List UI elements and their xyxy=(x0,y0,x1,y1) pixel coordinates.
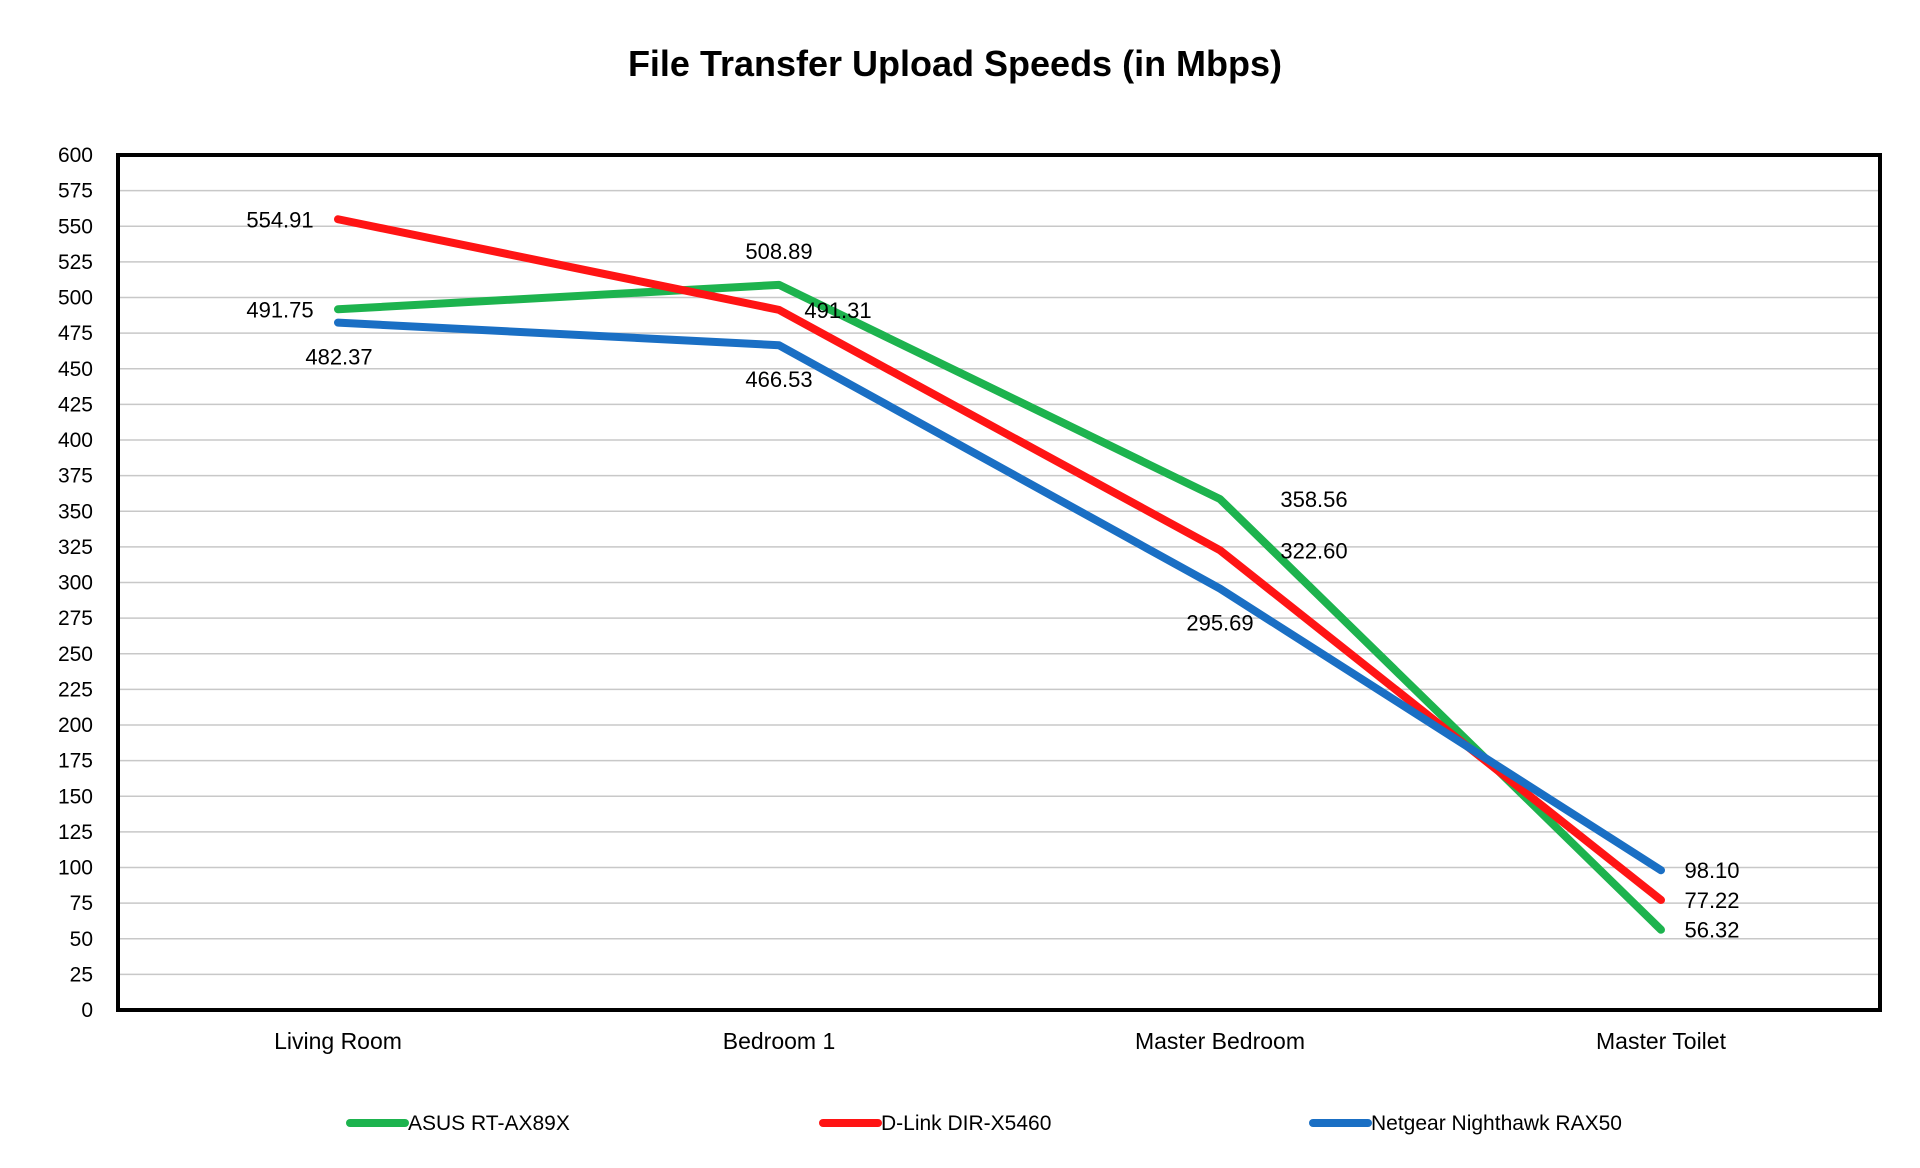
y-tick-label: 500 xyxy=(58,287,93,310)
y-tick-label: 475 xyxy=(58,322,93,345)
y-tick-label: 375 xyxy=(58,465,93,488)
y-tick-label: 550 xyxy=(58,215,93,238)
data-labels: 491.75 508.89 358.56 56.32 554.91 491.31 322.6… xyxy=(246,207,1739,942)
y-tick-label: 0 xyxy=(81,999,93,1022)
y-tick-label: 400 xyxy=(58,429,93,452)
y-tick-label: 325 xyxy=(58,536,93,559)
y-tick-label: 600 xyxy=(58,144,93,167)
y-tick-label: 50 xyxy=(70,928,93,951)
y-tick-label: 300 xyxy=(58,572,93,595)
y-tick-label: 425 xyxy=(58,393,93,416)
y-tick-label: 250 xyxy=(58,643,93,666)
x-category-label: Master Bedroom xyxy=(1135,1028,1305,1054)
x-category-label: Master Toilet xyxy=(1596,1028,1727,1054)
legend-label: Netgear Nighthawk RAX50 xyxy=(1371,1112,1622,1135)
y-tick-label: 525 xyxy=(58,251,93,274)
data-label: 295.69 xyxy=(1186,611,1253,636)
data-label: 322.60 xyxy=(1280,538,1347,563)
series-line-2 xyxy=(334,215,1665,904)
y-tick-label: 575 xyxy=(58,180,93,203)
data-label: 491.31 xyxy=(804,298,871,323)
y-axis-ticks: 0 25 50 75 100 125 150 175 200 225 250 275 300 325 350… xyxy=(58,144,93,1022)
series-line-3 xyxy=(334,318,1665,875)
y-tick-label: 150 xyxy=(58,785,93,808)
legend: ASUS RT-AX89X D-Link DIR-X5460 Netgear Nig… xyxy=(346,1112,1622,1135)
y-tick-label: 225 xyxy=(58,678,93,701)
plot-frame xyxy=(116,153,1882,1012)
y-tick-label: 25 xyxy=(70,963,93,986)
y-tick-label: 275 xyxy=(58,607,93,630)
legend-label: D-Link DIR-X5460 xyxy=(881,1112,1051,1135)
legend-label: ASUS RT-AX89X xyxy=(408,1112,570,1135)
y-tick-label: 100 xyxy=(58,857,93,880)
y-tick-label: 350 xyxy=(58,500,93,523)
chart-title: File Transfer Upload Speeds (in Mbps) xyxy=(628,43,1282,84)
x-axis-categories: Living Room Bedroom 1 Master Bedroom Master… xyxy=(274,1028,1727,1054)
data-label: 482.37 xyxy=(305,345,372,370)
y-tick-label: 75 xyxy=(70,892,93,915)
data-label: 554.91 xyxy=(246,207,313,232)
x-category-label: Living Room xyxy=(274,1028,402,1054)
data-label: 77.22 xyxy=(1684,888,1739,913)
y-tick-label: 175 xyxy=(58,750,93,773)
y-tick-label: 450 xyxy=(58,358,93,381)
series-line-1 xyxy=(334,280,1665,934)
data-label: 358.56 xyxy=(1280,487,1347,512)
y-tick-label: 125 xyxy=(58,821,93,844)
data-label: 56.32 xyxy=(1684,918,1739,943)
x-category-label: Bedroom 1 xyxy=(723,1028,836,1054)
data-label: 508.89 xyxy=(745,239,812,264)
y-tick-label: 200 xyxy=(58,714,93,737)
data-label: 491.75 xyxy=(246,297,313,322)
data-label: 98.10 xyxy=(1684,858,1739,883)
series-lines xyxy=(334,215,1665,934)
data-label: 466.53 xyxy=(745,367,812,392)
